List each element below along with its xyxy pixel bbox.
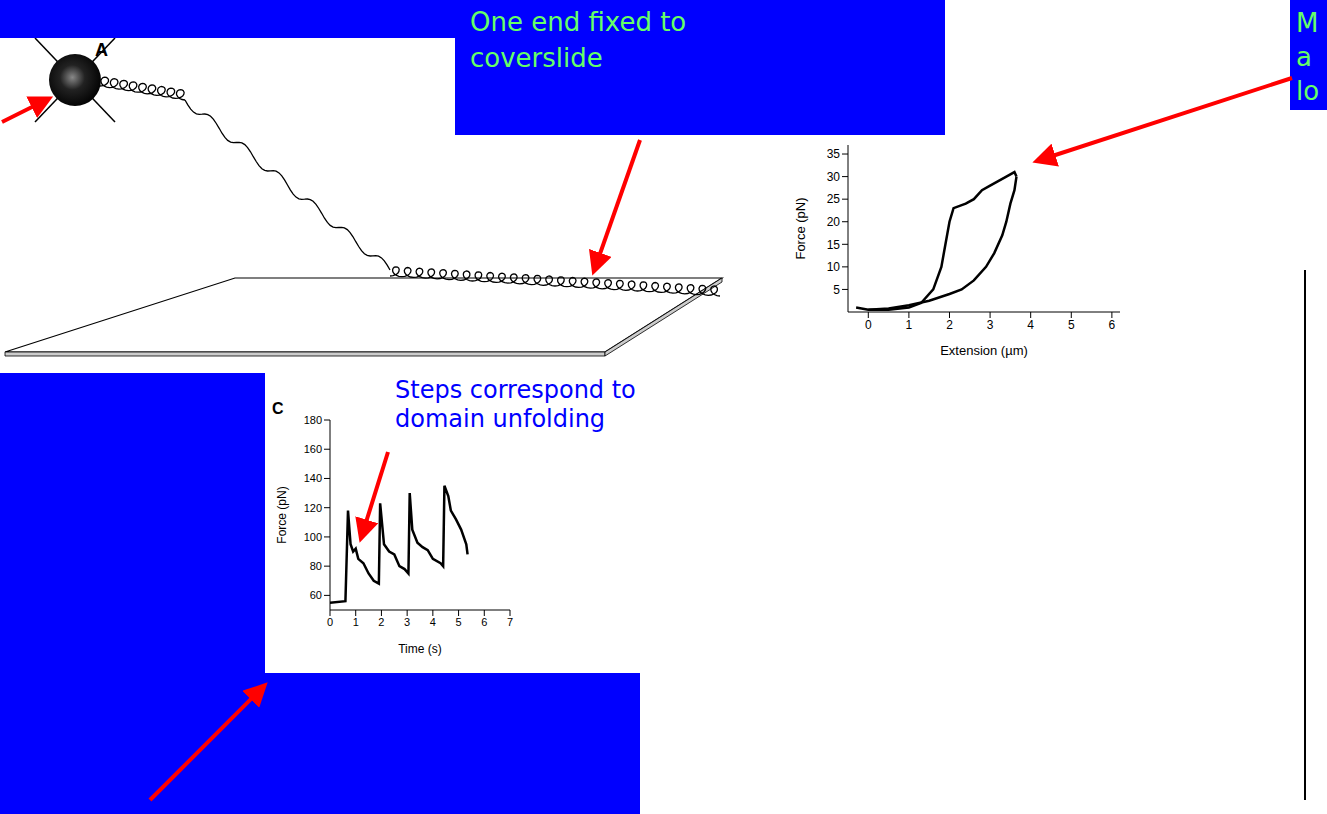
svg-text:0: 0 [865, 318, 872, 332]
svg-text:140: 140 [304, 472, 322, 484]
html-text:One end fixed to coverslide: One end fixed to coverslide [470, 7, 687, 73]
svg-text:15: 15 [827, 238, 841, 252]
svg-text:5: 5 [456, 616, 462, 628]
svg-text:2: 2 [378, 616, 384, 628]
svg-text:160: 160 [304, 443, 322, 455]
svg-text:5: 5 [1068, 318, 1075, 332]
html-text:C: C [272, 400, 284, 417]
svg-text:4: 4 [430, 616, 436, 628]
svg-text:80: 80 [310, 560, 322, 572]
svg-text:3: 3 [987, 318, 994, 332]
html-text:a: a [1296, 42, 1312, 72]
html-text:M: M [1296, 8, 1319, 38]
svg-text:Force (pN): Force (pN) [793, 197, 808, 259]
svg-text:Extension (µm): Extension (µm) [940, 343, 1028, 358]
svg-text:A: A [95, 40, 108, 60]
svg-text:4: 4 [1027, 318, 1034, 332]
svg-text:2: 2 [946, 318, 953, 332]
svg-text:3: 3 [404, 616, 410, 628]
svg-text:1: 1 [353, 616, 359, 628]
svg-text:20: 20 [827, 215, 841, 229]
svg-text:6: 6 [481, 616, 487, 628]
svg-text:1: 1 [906, 318, 913, 332]
svg-text:100: 100 [304, 531, 322, 543]
svg-text:25: 25 [827, 192, 841, 206]
svg-text:Force (pN): Force (pN) [275, 486, 289, 543]
svg-text:7: 7 [507, 616, 513, 628]
svg-text:180: 180 [304, 414, 322, 426]
svg-text:6: 6 [1109, 318, 1116, 332]
svg-text:10: 10 [827, 260, 841, 274]
svg-text:5: 5 [833, 283, 840, 297]
svg-text:35: 35 [827, 147, 841, 161]
svg-text:120: 120 [304, 502, 322, 514]
svg-text:60: 60 [310, 589, 322, 601]
svg-text:30: 30 [827, 170, 841, 184]
svg-text:0: 0 [327, 616, 333, 628]
html-text:lo: lo [1296, 76, 1320, 106]
html-text:Steps correspond to domain unf: Steps correspond to domain unfolding [395, 376, 636, 433]
svg-text:Time (s): Time (s) [398, 642, 442, 656]
